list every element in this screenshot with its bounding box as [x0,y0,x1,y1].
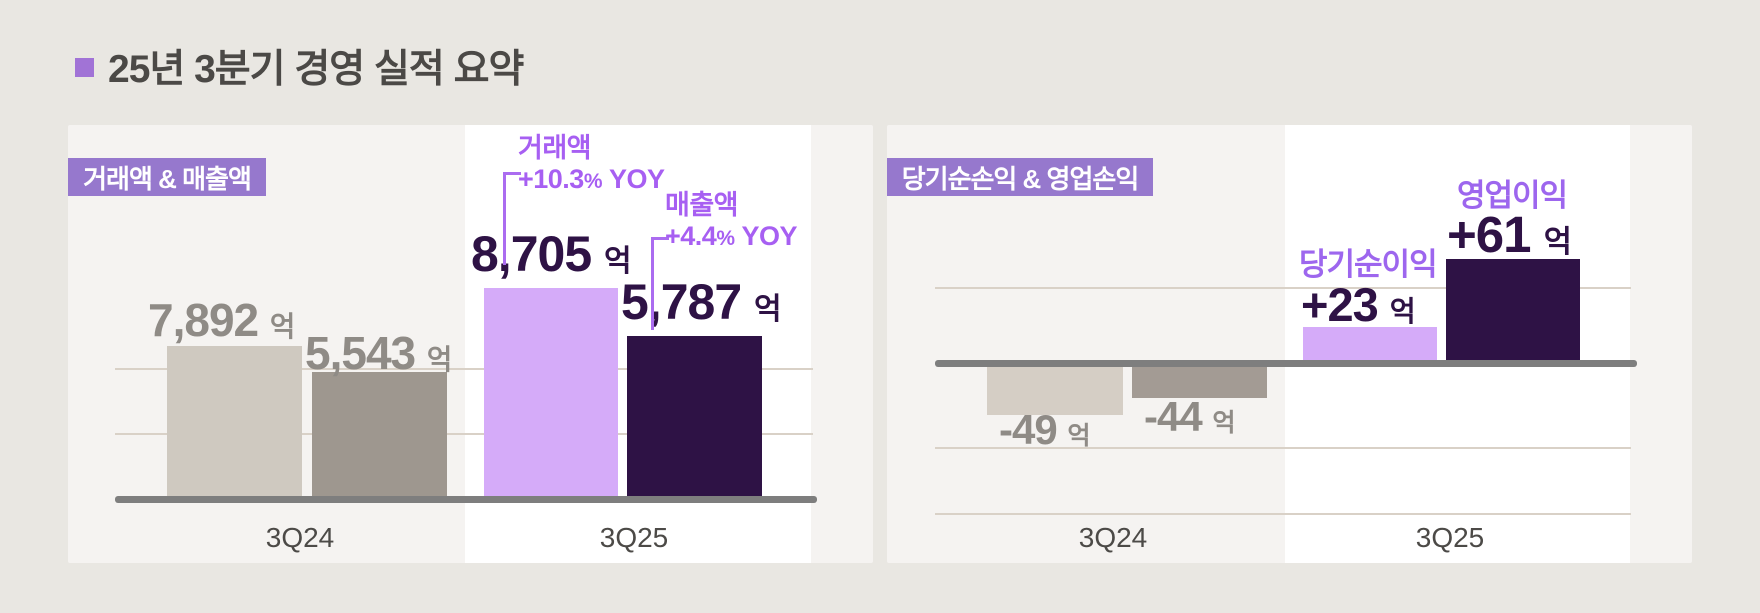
revenue-3q25-value: 5,787 억 [621,274,782,330]
gmv-revenue-chart-panel: 거래액 & 매출액 7,892 억 5,543 억 8,705 억 5,787 … [68,125,873,563]
revenue-3q25-bar [627,336,762,496]
revenue-3q24-value: 5,543 억 [305,327,452,379]
zero-axis-line [935,360,1637,367]
x-axis-label-3q25: 3Q25 [599,522,669,553]
gmv-annotation-bracket [503,172,521,265]
gmv-3q24-value: 7,892 억 [148,294,295,346]
gridline [115,433,813,435]
gridline [935,513,1631,515]
gmv-3q25-bar [484,288,618,496]
chart-title-badge: 당기순손익 & 영업손익 [887,158,1153,196]
chart-title-badge: 거래액 & 매출액 [68,158,266,196]
revenue-annotation-bracket [651,237,669,330]
revenue-3q24-bar [312,372,447,496]
x-axis-label-3q24: 3Q24 [265,522,335,553]
gridline [115,368,813,370]
x-axis-line [115,496,817,503]
profit-loss-chart-panel: 당기순손익 & 영업손익 -49 억 -44 억 당기순이익 +23 억 영업이… [887,125,1692,563]
gmv-3q25-value: 8,705 억 [471,226,632,282]
operating-profit-3q25-value: +61 억 [1447,206,1572,263]
net-profit-3q25-value: +23 억 [1301,278,1416,331]
gridline [935,447,1631,449]
operating-loss-3q24-bar [1132,367,1267,398]
gmv-yoy-annotation: 거래액 +10.3% YOY [518,133,665,194]
net-profit-series-label: 당기순이익 [1299,247,1438,282]
net-profit-3q25-bar [1303,327,1437,360]
net-loss-3q24-bar [987,367,1123,415]
page-title: 25년 3분기 경영 실적 요약 [108,48,524,91]
gridline [935,287,1631,289]
operating-loss-3q24-value: -44 억 [1144,393,1236,440]
operating-profit-series-label: 영업이익 [1457,178,1568,213]
operating-profit-3q25-bar [1446,259,1580,360]
net-loss-3q24-value: -49 억 [999,406,1091,453]
x-axis-label-3q24: 3Q24 [1078,522,1148,553]
page-title-row: 25년 3분기 경영 실적 요약 [75,44,524,91]
gmv-3q24-bar [167,346,302,496]
revenue-yoy-annotation: 매출액 +4.4% YOY [665,190,798,251]
x-axis-label-3q25: 3Q25 [1415,522,1485,553]
title-bullet-square [75,57,94,77]
